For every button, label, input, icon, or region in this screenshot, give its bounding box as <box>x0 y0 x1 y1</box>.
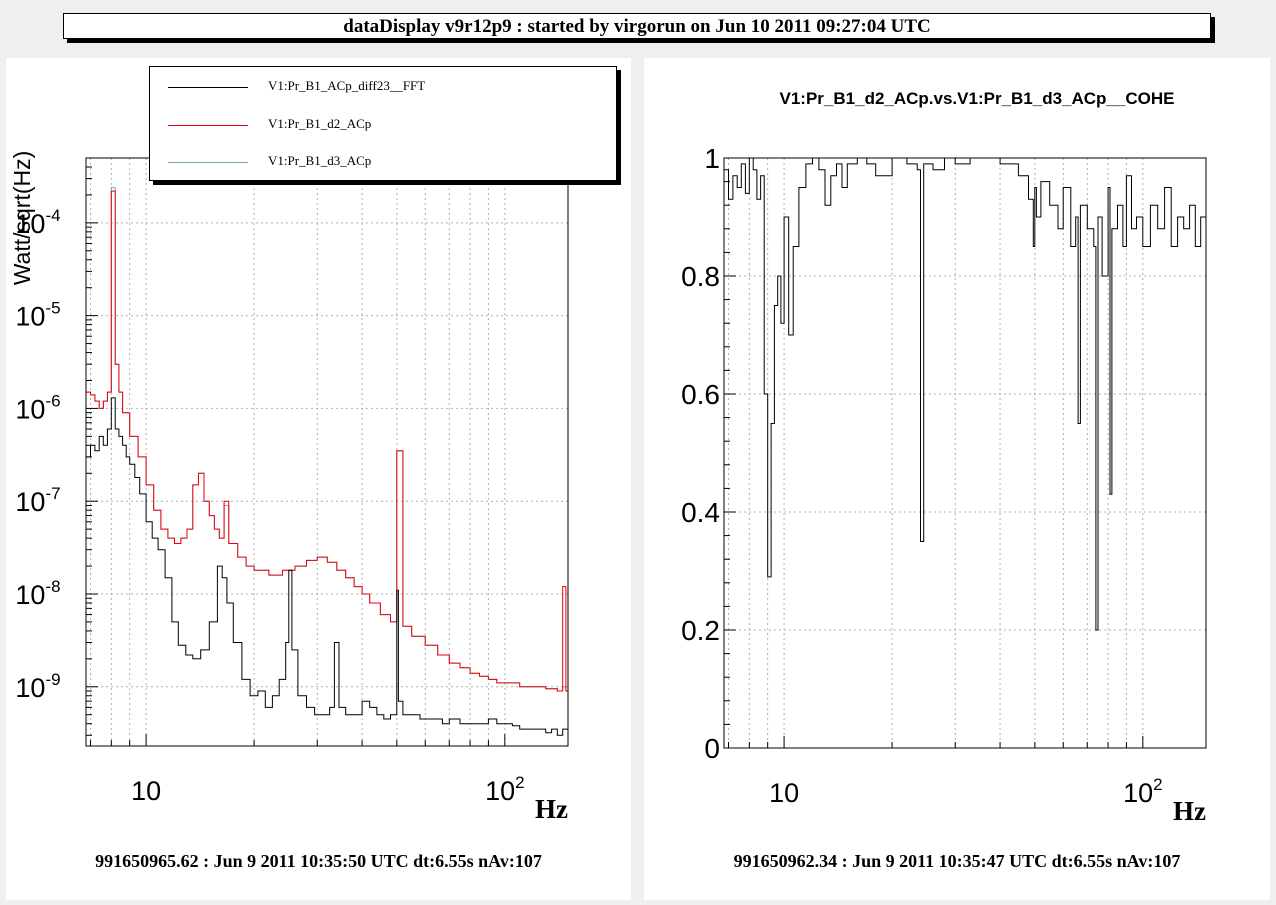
x-tick-label: 10 <box>131 776 161 806</box>
y-tick-label-exponent: -5 <box>45 299 60 318</box>
series-line-2 <box>86 187 569 694</box>
x-tick-label-exponent: 2 <box>515 773 524 792</box>
y-tick-label-base: 10 <box>15 673 45 703</box>
legend-entry: V1:Pr_B1_d2_ACp <box>168 115 608 135</box>
y-axis-label: Watt/sqrt(Hz) <box>9 151 35 286</box>
psd-chart: 10 10210-910-810-710-610-510-4HzWatt/sqrt… <box>9 151 569 824</box>
y-tick-label-exponent: -4 <box>45 206 60 225</box>
y-tick-label-base: 10 <box>15 394 45 424</box>
y-tick-label: 10-6 <box>15 391 60 424</box>
right-footer: 991650962.34 : Jun 9 2011 10:35:47 UTC d… <box>733 851 1181 871</box>
chart-legend: V1:Pr_B1_ACp_diff23__FFT V1:Pr_B1_d2_ACp… <box>149 66 617 181</box>
x-tick-label-exponent: 2 <box>1153 775 1162 794</box>
coherence-panel: 10 102 0 0.2 0.4 0.6 0.8 1 Hz V1:Pr_B1_d2_ACp.vs.… <box>644 58 1270 900</box>
x-tick-label-base: 10 <box>769 778 799 808</box>
y-tick-label: 10-5 <box>15 299 60 332</box>
legend-entry: V1:Pr_B1_ACp_diff23__FFT <box>168 77 608 97</box>
x-tick-label-base: 10 <box>485 776 515 806</box>
legend-label: V1:Pr_B1_ACp_diff23__FFT <box>268 78 426 93</box>
x-tick-label: 102 <box>1123 775 1163 808</box>
y-tick-label-base: 10 <box>15 487 45 517</box>
y-tick-label-base: 10 <box>15 302 45 332</box>
legend-swatch <box>168 125 248 126</box>
plot-frame <box>85 157 569 747</box>
y-tick-label-exponent: -7 <box>45 484 60 503</box>
plot-frame <box>723 157 1207 749</box>
y-tick-label-base: 10 <box>15 209 45 239</box>
y-tick-label: 10-8 <box>15 577 60 610</box>
x-tick-label: 102 <box>485 773 525 806</box>
series-line-0 <box>724 157 1207 631</box>
y-tick-label: 10-7 <box>15 484 60 517</box>
legend-swatch <box>168 87 248 88</box>
y-tick-label: 0.8 <box>681 261 720 292</box>
y-tick-label-exponent: -8 <box>45 577 60 596</box>
x-axis-label: Hz <box>1173 796 1206 826</box>
y-tick-label: 0 <box>704 733 720 764</box>
legend-entry: V1:Pr_B1_d3_ACp <box>168 152 608 172</box>
legend-label: V1:Pr_B1_d3_ACp <box>268 153 372 168</box>
y-tick-label: 0.6 <box>681 379 720 410</box>
y-tick-label: 0.2 <box>681 615 720 646</box>
x-tick-label-base: 10 <box>131 776 161 806</box>
y-tick-label: 10-4 <box>15 206 60 239</box>
chart-title: V1:Pr_B1_d2_ACp.vs.V1:Pr_B1_d3_ACp__COHE <box>780 89 1175 108</box>
psd-panel: 10 102 10-9 10-8 10-7 10-6 10-5 10-4 Hz Watt/sqrt… <box>6 58 631 900</box>
series-line-0 <box>86 397 568 736</box>
legend-swatch <box>168 162 248 163</box>
left-footer: 991650965.62 : Jun 9 2011 10:35:50 UTC d… <box>95 851 542 871</box>
y-tick-label: 1 <box>704 143 720 174</box>
y-tick-label-exponent: -9 <box>45 670 60 689</box>
y-tick-label: 0.4 <box>681 497 720 528</box>
y-tick-label-base: 10 <box>15 580 45 610</box>
coherence-chart: 10 10200.20.40.60.81HzV1:Pr_B1_d2_ACp.vs.… <box>681 89 1207 826</box>
x-axis-label: Hz <box>535 794 568 824</box>
series-line-1 <box>86 190 569 694</box>
x-tick-label-base: 10 <box>1123 778 1153 808</box>
y-tick-label: 10-9 <box>15 670 60 703</box>
legend-label: V1:Pr_B1_d2_ACp <box>268 116 372 131</box>
x-tick-label: 10 <box>769 778 799 808</box>
y-tick-label-exponent: -6 <box>45 391 60 410</box>
window-title: dataDisplay v9r12p9 : started by virgoru… <box>63 13 1211 39</box>
